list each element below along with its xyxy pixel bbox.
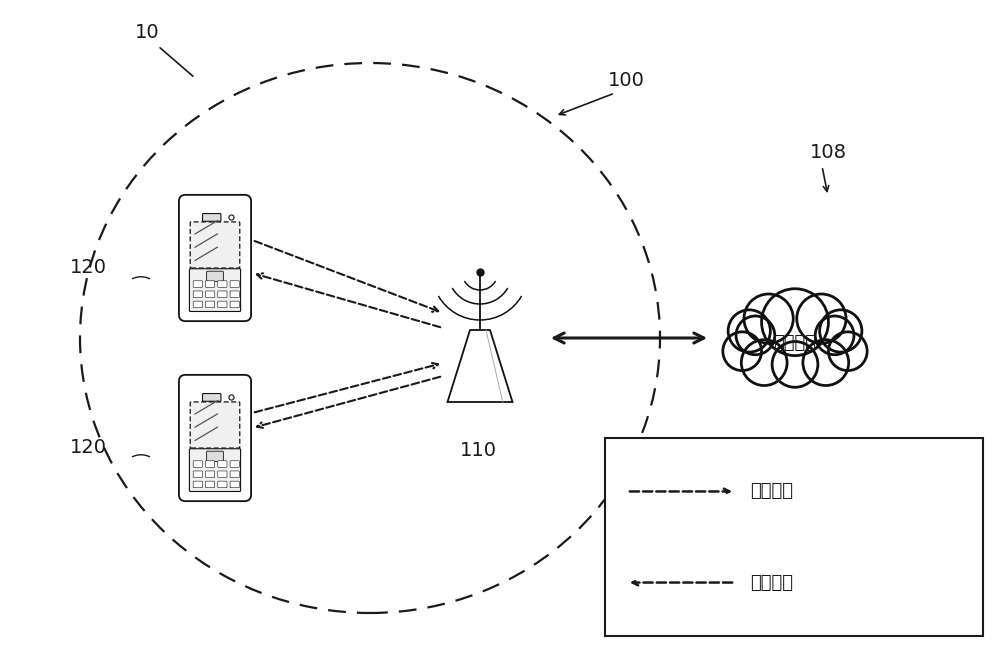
Circle shape	[723, 332, 762, 371]
FancyBboxPatch shape	[205, 461, 215, 468]
FancyBboxPatch shape	[193, 481, 202, 488]
FancyBboxPatch shape	[230, 461, 239, 468]
FancyBboxPatch shape	[193, 301, 202, 308]
Text: 上行连接: 上行连接	[750, 482, 793, 500]
FancyBboxPatch shape	[203, 214, 221, 221]
Circle shape	[736, 316, 775, 355]
FancyBboxPatch shape	[205, 481, 215, 488]
Circle shape	[815, 316, 854, 355]
Polygon shape	[447, 330, 512, 402]
Circle shape	[820, 310, 862, 352]
FancyBboxPatch shape	[190, 402, 240, 448]
Circle shape	[744, 294, 793, 343]
Circle shape	[741, 340, 787, 385]
FancyBboxPatch shape	[193, 461, 202, 468]
FancyBboxPatch shape	[193, 281, 202, 287]
FancyBboxPatch shape	[218, 471, 227, 478]
FancyBboxPatch shape	[190, 222, 240, 268]
FancyBboxPatch shape	[205, 281, 215, 287]
FancyBboxPatch shape	[218, 301, 227, 308]
Text: 10: 10	[135, 23, 160, 42]
Text: 120: 120	[70, 258, 107, 277]
FancyBboxPatch shape	[193, 471, 202, 478]
FancyBboxPatch shape	[193, 291, 202, 297]
FancyBboxPatch shape	[230, 471, 239, 478]
Circle shape	[728, 310, 770, 352]
Text: 108: 108	[810, 143, 847, 162]
FancyBboxPatch shape	[203, 393, 221, 401]
Circle shape	[803, 340, 849, 385]
FancyBboxPatch shape	[230, 291, 239, 297]
FancyBboxPatch shape	[205, 301, 215, 308]
FancyBboxPatch shape	[207, 271, 223, 281]
Text: 下行连接: 下行连接	[750, 574, 793, 592]
FancyBboxPatch shape	[605, 438, 983, 636]
Text: 100: 100	[608, 71, 645, 90]
FancyBboxPatch shape	[218, 461, 227, 468]
Circle shape	[772, 341, 818, 387]
FancyBboxPatch shape	[230, 481, 239, 488]
FancyBboxPatch shape	[205, 471, 215, 478]
Text: 110: 110	[460, 441, 497, 460]
FancyBboxPatch shape	[189, 269, 241, 311]
FancyBboxPatch shape	[179, 375, 251, 501]
Text: 120: 120	[70, 438, 107, 457]
FancyBboxPatch shape	[218, 291, 227, 297]
FancyBboxPatch shape	[205, 291, 215, 297]
Text: 回传网络: 回传网络	[774, 334, 816, 352]
Circle shape	[797, 294, 846, 343]
FancyBboxPatch shape	[218, 281, 227, 287]
Circle shape	[762, 289, 828, 355]
FancyBboxPatch shape	[218, 481, 227, 488]
FancyBboxPatch shape	[230, 301, 239, 308]
FancyBboxPatch shape	[230, 281, 239, 287]
FancyBboxPatch shape	[179, 195, 251, 321]
FancyBboxPatch shape	[189, 449, 241, 492]
FancyBboxPatch shape	[207, 451, 223, 462]
Circle shape	[828, 332, 867, 371]
